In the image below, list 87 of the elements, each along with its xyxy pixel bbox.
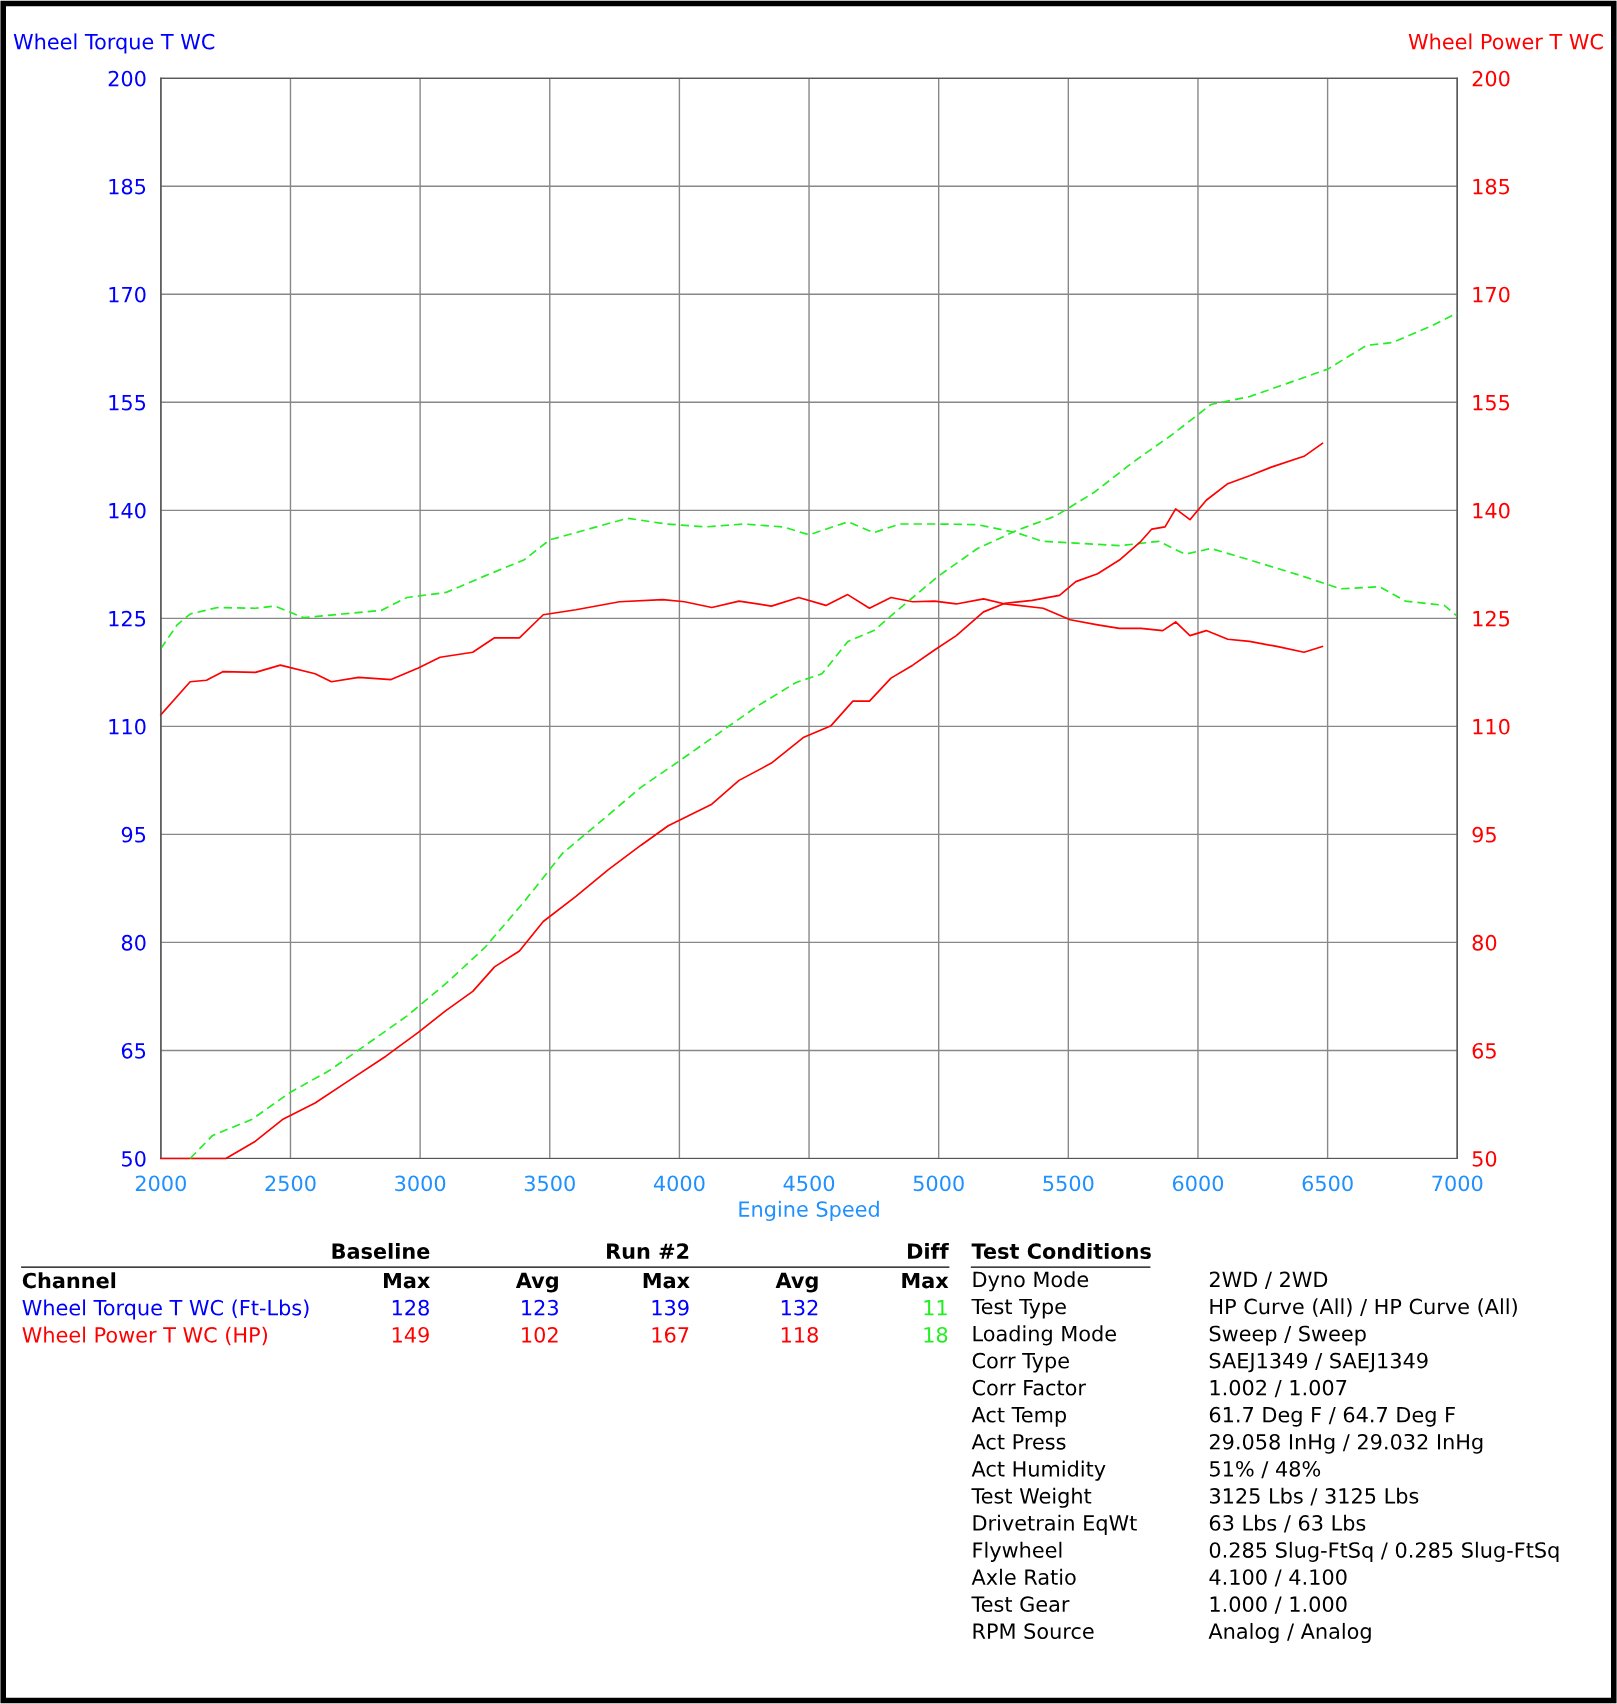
text: Loading Mode bbox=[973, 1325, 1116, 1346]
y2-tick-label: 125 bbox=[1473, 610, 1510, 627]
y2-tick-label: 170 bbox=[1473, 286, 1510, 303]
text: 123 bbox=[522, 1299, 558, 1316]
y2-tick-label: 200 bbox=[1472, 70, 1510, 87]
y-tick-label: 200 bbox=[108, 70, 146, 87]
text: Avg bbox=[775, 1272, 818, 1293]
y-tick-label: 155 bbox=[109, 395, 146, 411]
text: Test Conditions bbox=[971, 1242, 1151, 1260]
y-tick-label: 50 bbox=[122, 1150, 146, 1167]
x-tick-label: 2500 bbox=[265, 1175, 316, 1192]
y2-tick-label: 185 bbox=[1473, 178, 1510, 195]
text: 128 bbox=[392, 1299, 429, 1316]
y-tick-label: 185 bbox=[109, 178, 146, 195]
text: SAEJ1349 / SAEJ1349 bbox=[1209, 1352, 1428, 1373]
text: 102 bbox=[522, 1326, 558, 1343]
text: 149 bbox=[392, 1326, 429, 1343]
text: Flywheel bbox=[973, 1541, 1062, 1562]
x-tick-label: 4500 bbox=[783, 1175, 835, 1192]
text: 63 Lbs / 63 Lbs bbox=[1209, 1514, 1366, 1533]
x-tick-label: 6000 bbox=[1172, 1175, 1224, 1192]
text: Dyno Mode bbox=[973, 1271, 1089, 1292]
text: Max bbox=[902, 1272, 949, 1289]
x-tick-label: 2000 bbox=[135, 1175, 186, 1192]
text: Corr Factor bbox=[972, 1379, 1086, 1396]
y-tick-label: 125 bbox=[109, 610, 146, 627]
y2-axis-title: Wheel Power T WC bbox=[1408, 33, 1603, 50]
text: Drivetrain EqWt bbox=[973, 1514, 1137, 1535]
text: Act Humidity bbox=[971, 1460, 1106, 1481]
x-axis-title: Engine Speed bbox=[739, 1200, 879, 1222]
text: Wheel Power T WC (HP) bbox=[22, 1326, 267, 1346]
text: Act Press bbox=[971, 1434, 1066, 1450]
y-axis-title: Wheel Torque T WC bbox=[13, 33, 215, 54]
text: Max bbox=[384, 1272, 431, 1289]
y2-tick-label: 155 bbox=[1473, 395, 1510, 411]
y-tick-label: 95 bbox=[121, 826, 146, 843]
text: Analog / Analog bbox=[1208, 1622, 1371, 1644]
x-tick-label: 4000 bbox=[653, 1175, 705, 1192]
text: Diff bbox=[908, 1242, 949, 1259]
text: Corr Type bbox=[972, 1352, 1069, 1373]
text: 167 bbox=[652, 1326, 689, 1343]
text: 139 bbox=[652, 1299, 689, 1316]
x-tick-label: 3000 bbox=[395, 1175, 446, 1192]
y-tick-label: 140 bbox=[109, 502, 146, 519]
text: RPM Source bbox=[973, 1623, 1094, 1640]
text: Act Temp bbox=[971, 1407, 1067, 1427]
x-tick-label: 6500 bbox=[1302, 1175, 1353, 1192]
text: 1.000 / 1.000 bbox=[1210, 1596, 1347, 1614]
text: Test Type bbox=[971, 1298, 1066, 1319]
text: Baseline bbox=[332, 1242, 430, 1260]
y2-tick-label: 110 bbox=[1473, 718, 1510, 735]
line-series bbox=[159, 442, 1324, 1160]
y2-tick-label: 65 bbox=[1472, 1042, 1496, 1059]
y2-tick-label: 140 bbox=[1473, 502, 1510, 519]
y-tick-label: 170 bbox=[109, 286, 146, 303]
x-tick-label: 3500 bbox=[524, 1175, 575, 1192]
y-tick-label: 80 bbox=[121, 934, 146, 951]
text: Run #2 bbox=[607, 1243, 689, 1260]
text: HP Curve (All) / HP Curve (All) bbox=[1210, 1298, 1517, 1317]
text: 61.7 Deg F / 64.7 Deg F bbox=[1209, 1406, 1455, 1427]
text: 29.058 InHg / 29.032 InHg bbox=[1209, 1433, 1483, 1454]
text: 18 bbox=[924, 1326, 948, 1343]
x-tick-label: 5000 bbox=[913, 1175, 964, 1192]
text: 1.002 / 1.007 bbox=[1210, 1379, 1347, 1398]
text: Wheel Torque T WC (Ft-Lbs) bbox=[22, 1299, 309, 1320]
y-tick-label: 65 bbox=[121, 1042, 146, 1059]
text: Test Gear bbox=[971, 1596, 1070, 1613]
x-tick-label: 7000 bbox=[1432, 1175, 1483, 1192]
text: 118 bbox=[781, 1326, 818, 1343]
text: Sweep / Sweep bbox=[1209, 1325, 1366, 1346]
text: Axle Ratio bbox=[971, 1568, 1076, 1585]
text: 4.100 / 4.100 bbox=[1209, 1569, 1347, 1587]
text: 0.285 Slug-FtSq / 0.285 Slug-FtSq bbox=[1209, 1541, 1559, 1562]
y-tick-label: 110 bbox=[109, 718, 146, 735]
text: 132 bbox=[781, 1299, 818, 1316]
y2-tick-label: 95 bbox=[1472, 826, 1496, 843]
text: Max bbox=[643, 1272, 690, 1289]
text: 11 bbox=[924, 1300, 947, 1316]
y2-tick-label: 80 bbox=[1472, 934, 1497, 951]
text: 51% / 48% bbox=[1210, 1460, 1321, 1479]
y2-tick-label: 50 bbox=[1472, 1150, 1497, 1167]
text: Channel bbox=[22, 1272, 116, 1289]
text: Avg bbox=[515, 1272, 558, 1293]
text: 3125 Lbs / 3125 Lbs bbox=[1209, 1487, 1419, 1506]
text: Test Weight bbox=[971, 1487, 1092, 1508]
x-tick-label: 5500 bbox=[1043, 1175, 1094, 1192]
text: 2WD / 2WD bbox=[1209, 1271, 1328, 1289]
